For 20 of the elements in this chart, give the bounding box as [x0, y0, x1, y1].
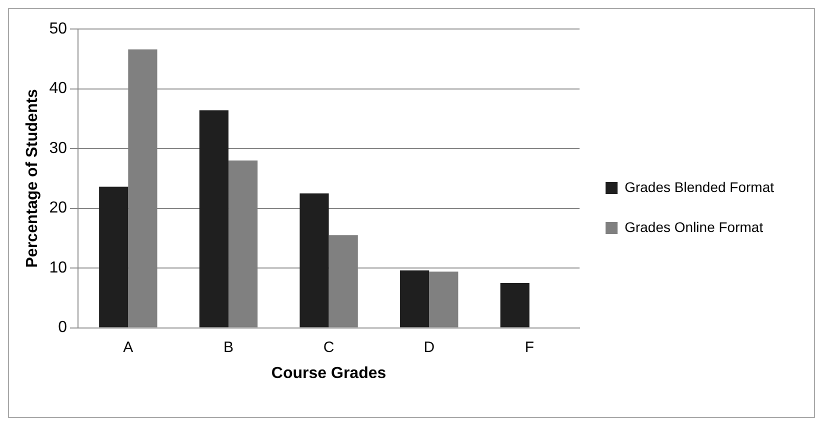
y-tick-label: 40 [49, 80, 68, 98]
x-tick-label: B [223, 338, 234, 356]
legend-label: Grades Blended Format [624, 178, 774, 195]
bar [400, 270, 430, 328]
bar [199, 110, 228, 328]
x-tick-label: C [323, 338, 334, 356]
y-tick-label: 0 [58, 319, 68, 336]
x-tick-label: F [524, 338, 534, 356]
x-tick-label: A [123, 338, 134, 356]
y-tick-label: 20 [49, 200, 68, 217]
x-tick-label: D [424, 338, 435, 356]
x-axis-title: Course Grades [271, 364, 386, 382]
y-axis-title: Percentage of Students [24, 88, 42, 268]
y-tick-label: 50 [49, 20, 68, 38]
bar [300, 193, 329, 328]
y-tick-label: 30 [49, 140, 68, 157]
bar [99, 186, 128, 328]
legend-label: Grades Online Format [624, 218, 764, 235]
bar [500, 282, 530, 328]
y-tick-label: 10 [49, 259, 68, 276]
